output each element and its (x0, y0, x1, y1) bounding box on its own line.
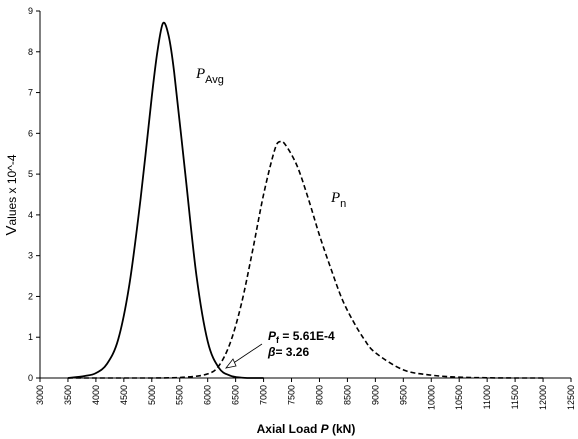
series-label-pavg-sub: Avg (205, 74, 224, 86)
y-tick-label: 7 (28, 88, 33, 98)
series-group (67, 21, 544, 379)
x-tick-label: 9500 (398, 385, 408, 405)
x-axis-title: Axial Load P (kN) (257, 422, 356, 436)
series-label-pn-sub: n (340, 198, 346, 210)
x-tick-label: 3500 (63, 385, 73, 405)
x-tick-label: 6500 (231, 385, 241, 405)
x-axis-title-suffix: (kN) (329, 422, 356, 436)
x-tick-label: 7000 (259, 385, 269, 405)
annotation-beta: β= 3.26 (267, 345, 309, 359)
y-tick-label: 4 (28, 210, 33, 220)
x-tick-label: 5000 (147, 385, 157, 405)
series-label-pn-main: P (330, 190, 340, 206)
x-tick-label: 3000 (35, 385, 45, 405)
x-tick-label: 8000 (314, 385, 324, 405)
x-tick-label: 12000 (538, 385, 548, 410)
y-axis-title-initial: V (3, 226, 20, 236)
x-tick-label: 10500 (454, 385, 464, 410)
y-axis-ticks: 0 1 2 3 4 5 6 7 8 9 (28, 6, 40, 383)
x-tick-label: 4500 (119, 385, 129, 405)
x-tick-label: 7500 (287, 385, 297, 405)
x-tick-label: 10000 (426, 385, 436, 410)
y-tick-label: 1 (28, 332, 33, 342)
x-tick-label: 5500 (175, 385, 185, 405)
x-tick-label: 11000 (482, 385, 492, 409)
x-tick-label: 12500 (566, 385, 576, 410)
annotation-leader-line (231, 343, 263, 365)
series-line-pn (67, 140, 544, 379)
x-tick-label: 6000 (203, 385, 213, 405)
y-axis-title: Values x 10^-4 (3, 154, 20, 235)
series-label-pavg: PAvg (195, 66, 224, 86)
failure-annotation: Pf = 5.61E-4 β= 3.26 (225, 329, 335, 369)
annotation-beta-value: = 3.26 (275, 345, 309, 359)
x-tick-label: 8500 (342, 385, 352, 405)
annotation-pf-value: = 5.61E-4 (279, 329, 335, 343)
y-tick-label: 8 (28, 47, 33, 57)
y-axis-title-rest: alues x 10^-4 (5, 154, 19, 225)
annotation-arrowhead (225, 358, 237, 369)
annotation-beta-var: β (267, 345, 276, 359)
annotation-pf-sub: f (276, 335, 280, 345)
y-tick-label: 3 (28, 251, 33, 261)
y-tick-label: 6 (28, 128, 33, 138)
series-label-pavg-main: P (195, 66, 205, 82)
series-line-pavg (67, 21, 264, 379)
y-tick-label: 5 (28, 169, 33, 179)
x-tick-label: 11500 (510, 385, 520, 409)
annotation-pf: Pf = 5.61E-4 (268, 329, 335, 345)
x-tick-label: 4000 (91, 385, 101, 405)
x-axis-title-var: P (321, 422, 330, 436)
y-tick-label: 2 (28, 291, 33, 301)
annotation-pf-var: P (268, 329, 277, 343)
x-tick-label: 9000 (370, 385, 380, 405)
y-tick-label: 9 (28, 6, 33, 16)
series-label-pn: Pn (330, 190, 346, 210)
x-axis-title-prefix: Axial Load (257, 422, 321, 436)
y-tick-label: 0 (28, 373, 33, 383)
